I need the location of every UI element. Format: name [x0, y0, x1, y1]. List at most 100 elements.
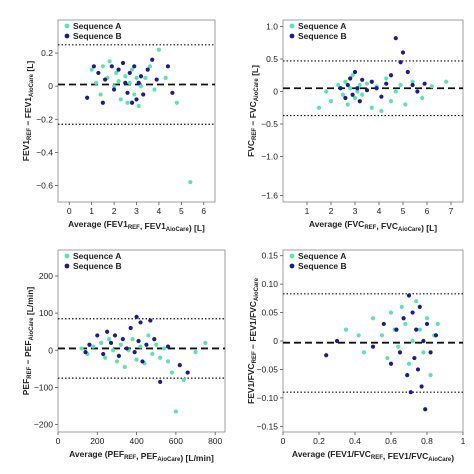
point-sequence-a [114, 359, 120, 364]
point-sequence-a [173, 409, 178, 414]
point-sequence-a [169, 370, 175, 375]
point-sequence-a [345, 102, 350, 107]
point-sequence-b [405, 373, 410, 378]
point-sequence-b [112, 333, 118, 338]
point-sequence-a [348, 86, 353, 91]
point-sequence-a [424, 316, 430, 321]
chart-panel-2: 1 2 3 4 5 6 7 −1.6 −1.0 −0.5 0 0.5 1.0 Sequence ASequ… [246, 19, 464, 233]
point-sequence-a [388, 99, 394, 104]
point-sequence-b [374, 86, 379, 91]
point-sequence-b [355, 86, 360, 91]
point-sequence-b [350, 92, 355, 97]
y-tick-label: −0.6 [36, 180, 53, 190]
legend-marker-sequence-b [289, 263, 295, 269]
point-sequence-b [128, 325, 133, 331]
point-sequence-b [379, 94, 384, 99]
point-sequence-b [388, 73, 394, 78]
point-sequence-b [132, 350, 137, 355]
point-sequence-b [120, 60, 126, 66]
point-sequence-b [101, 351, 106, 357]
point-sequence-b [364, 88, 370, 93]
point-sequence-a [129, 67, 135, 72]
point-sequence-b [415, 89, 420, 94]
point-sequence-b [150, 57, 155, 62]
y-tick-label: −0.05 [256, 364, 278, 374]
y-tick-label: −200 [34, 420, 53, 430]
point-sequence-b [83, 350, 88, 355]
y-axis-label: PEFREF − PEFAioCare [L/min] [21, 287, 35, 396]
legend-marker-sequence-a [64, 23, 70, 29]
point-sequence-b [136, 338, 141, 344]
point-sequence-b [103, 77, 108, 82]
point-sequence-b [127, 70, 132, 76]
y-axis-label: FEV1/FVCREF − FEV1/FVCAioCare [246, 277, 260, 404]
point-sequence-b [348, 76, 353, 81]
x-axis-label: Average (FEV1REF, FEV1AioCare) [L] [68, 219, 205, 233]
point-sequence-a [165, 359, 171, 364]
point-sequence-a [143, 75, 148, 81]
point-sequence-b [100, 100, 105, 105]
point-sequence-a [110, 348, 116, 353]
chart-panel-3: 0 200 400 600 800 −200 −100 0 100 200 Sequence ASe… [21, 249, 226, 463]
point-sequence-b [338, 86, 343, 91]
point-sequence-a [398, 82, 403, 88]
point-sequence-b [343, 95, 348, 101]
point-sequence-b [398, 60, 403, 65]
y-tick-label: −1.6 [261, 191, 278, 201]
legend-label-sequence-a: Sequence A [298, 251, 346, 261]
point-sequence-b [144, 342, 149, 347]
point-sequence-a [444, 79, 449, 84]
point-sequence-b [412, 355, 417, 361]
plot-frame [282, 249, 464, 433]
point-sequence-a [417, 327, 422, 332]
point-sequence-b [417, 304, 422, 309]
point-sequence-a [361, 350, 367, 355]
point-sequence-a [138, 84, 144, 89]
point-sequence-b [145, 67, 150, 72]
legend-marker-sequence-a [64, 253, 70, 259]
point-sequence-a [89, 67, 94, 72]
x-axis-label: Average (PEFREF, PEFAioCare) [L/min] [69, 449, 214, 463]
point-sequence-b [185, 370, 190, 375]
point-sequence-b [134, 97, 139, 102]
y-tick-label: −0.15 [256, 421, 278, 431]
chart-panel-4: 0 0.2 0.4 0.6 0.8 1 −0.15 −0.10 −0.05 0 0.05 0.10 0.… [246, 249, 466, 463]
point-sequence-b [370, 344, 376, 349]
point-sequence-a [116, 79, 121, 84]
y-tick-label: 0.2 [41, 48, 53, 58]
point-sequence-b [105, 329, 110, 334]
y-tick-label: 0.05 [261, 308, 278, 318]
plot-frame [282, 19, 464, 203]
point-sequence-b [410, 310, 415, 315]
point-sequence-b [177, 363, 182, 368]
point-sequence-b [116, 353, 122, 358]
point-sequence-a [91, 344, 96, 349]
point-sequence-a [100, 64, 105, 69]
point-sequence-a [193, 350, 198, 355]
point-sequence-a [357, 82, 362, 88]
point-sequence-b [345, 82, 350, 88]
point-sequence-b [85, 95, 90, 100]
point-sequence-a [114, 70, 119, 76]
y-tick-label: 0.10 [261, 279, 278, 289]
point-sequence-b [165, 64, 170, 69]
point-sequence-a [393, 89, 398, 94]
point-sequence-a [134, 357, 139, 362]
point-sequence-a [328, 99, 334, 104]
point-sequence-b [406, 293, 412, 298]
y-tick-label: 0.15 [261, 251, 278, 261]
point-sequence-a [79, 346, 84, 351]
chart-panel-1: 0 1 2 3 4 5 6 −0.6 −0.4 −0.2 0 0.2 Sequence ASequenc… [21, 19, 216, 233]
point-sequence-a [127, 80, 132, 85]
point-sequence-b [148, 318, 153, 323]
point-sequence-a [118, 97, 123, 102]
y-tick-label: 0 [273, 336, 278, 346]
point-sequence-b [433, 333, 439, 338]
y-tick-label: 0.5 [266, 54, 278, 64]
legend-label-sequence-b: Sequence B [73, 31, 122, 41]
x-tick-label: 0.8 [421, 436, 433, 446]
x-tick-label: 5 [401, 206, 406, 216]
point-sequence-b [124, 346, 129, 351]
x-tick-label: 0.4 [349, 436, 361, 446]
